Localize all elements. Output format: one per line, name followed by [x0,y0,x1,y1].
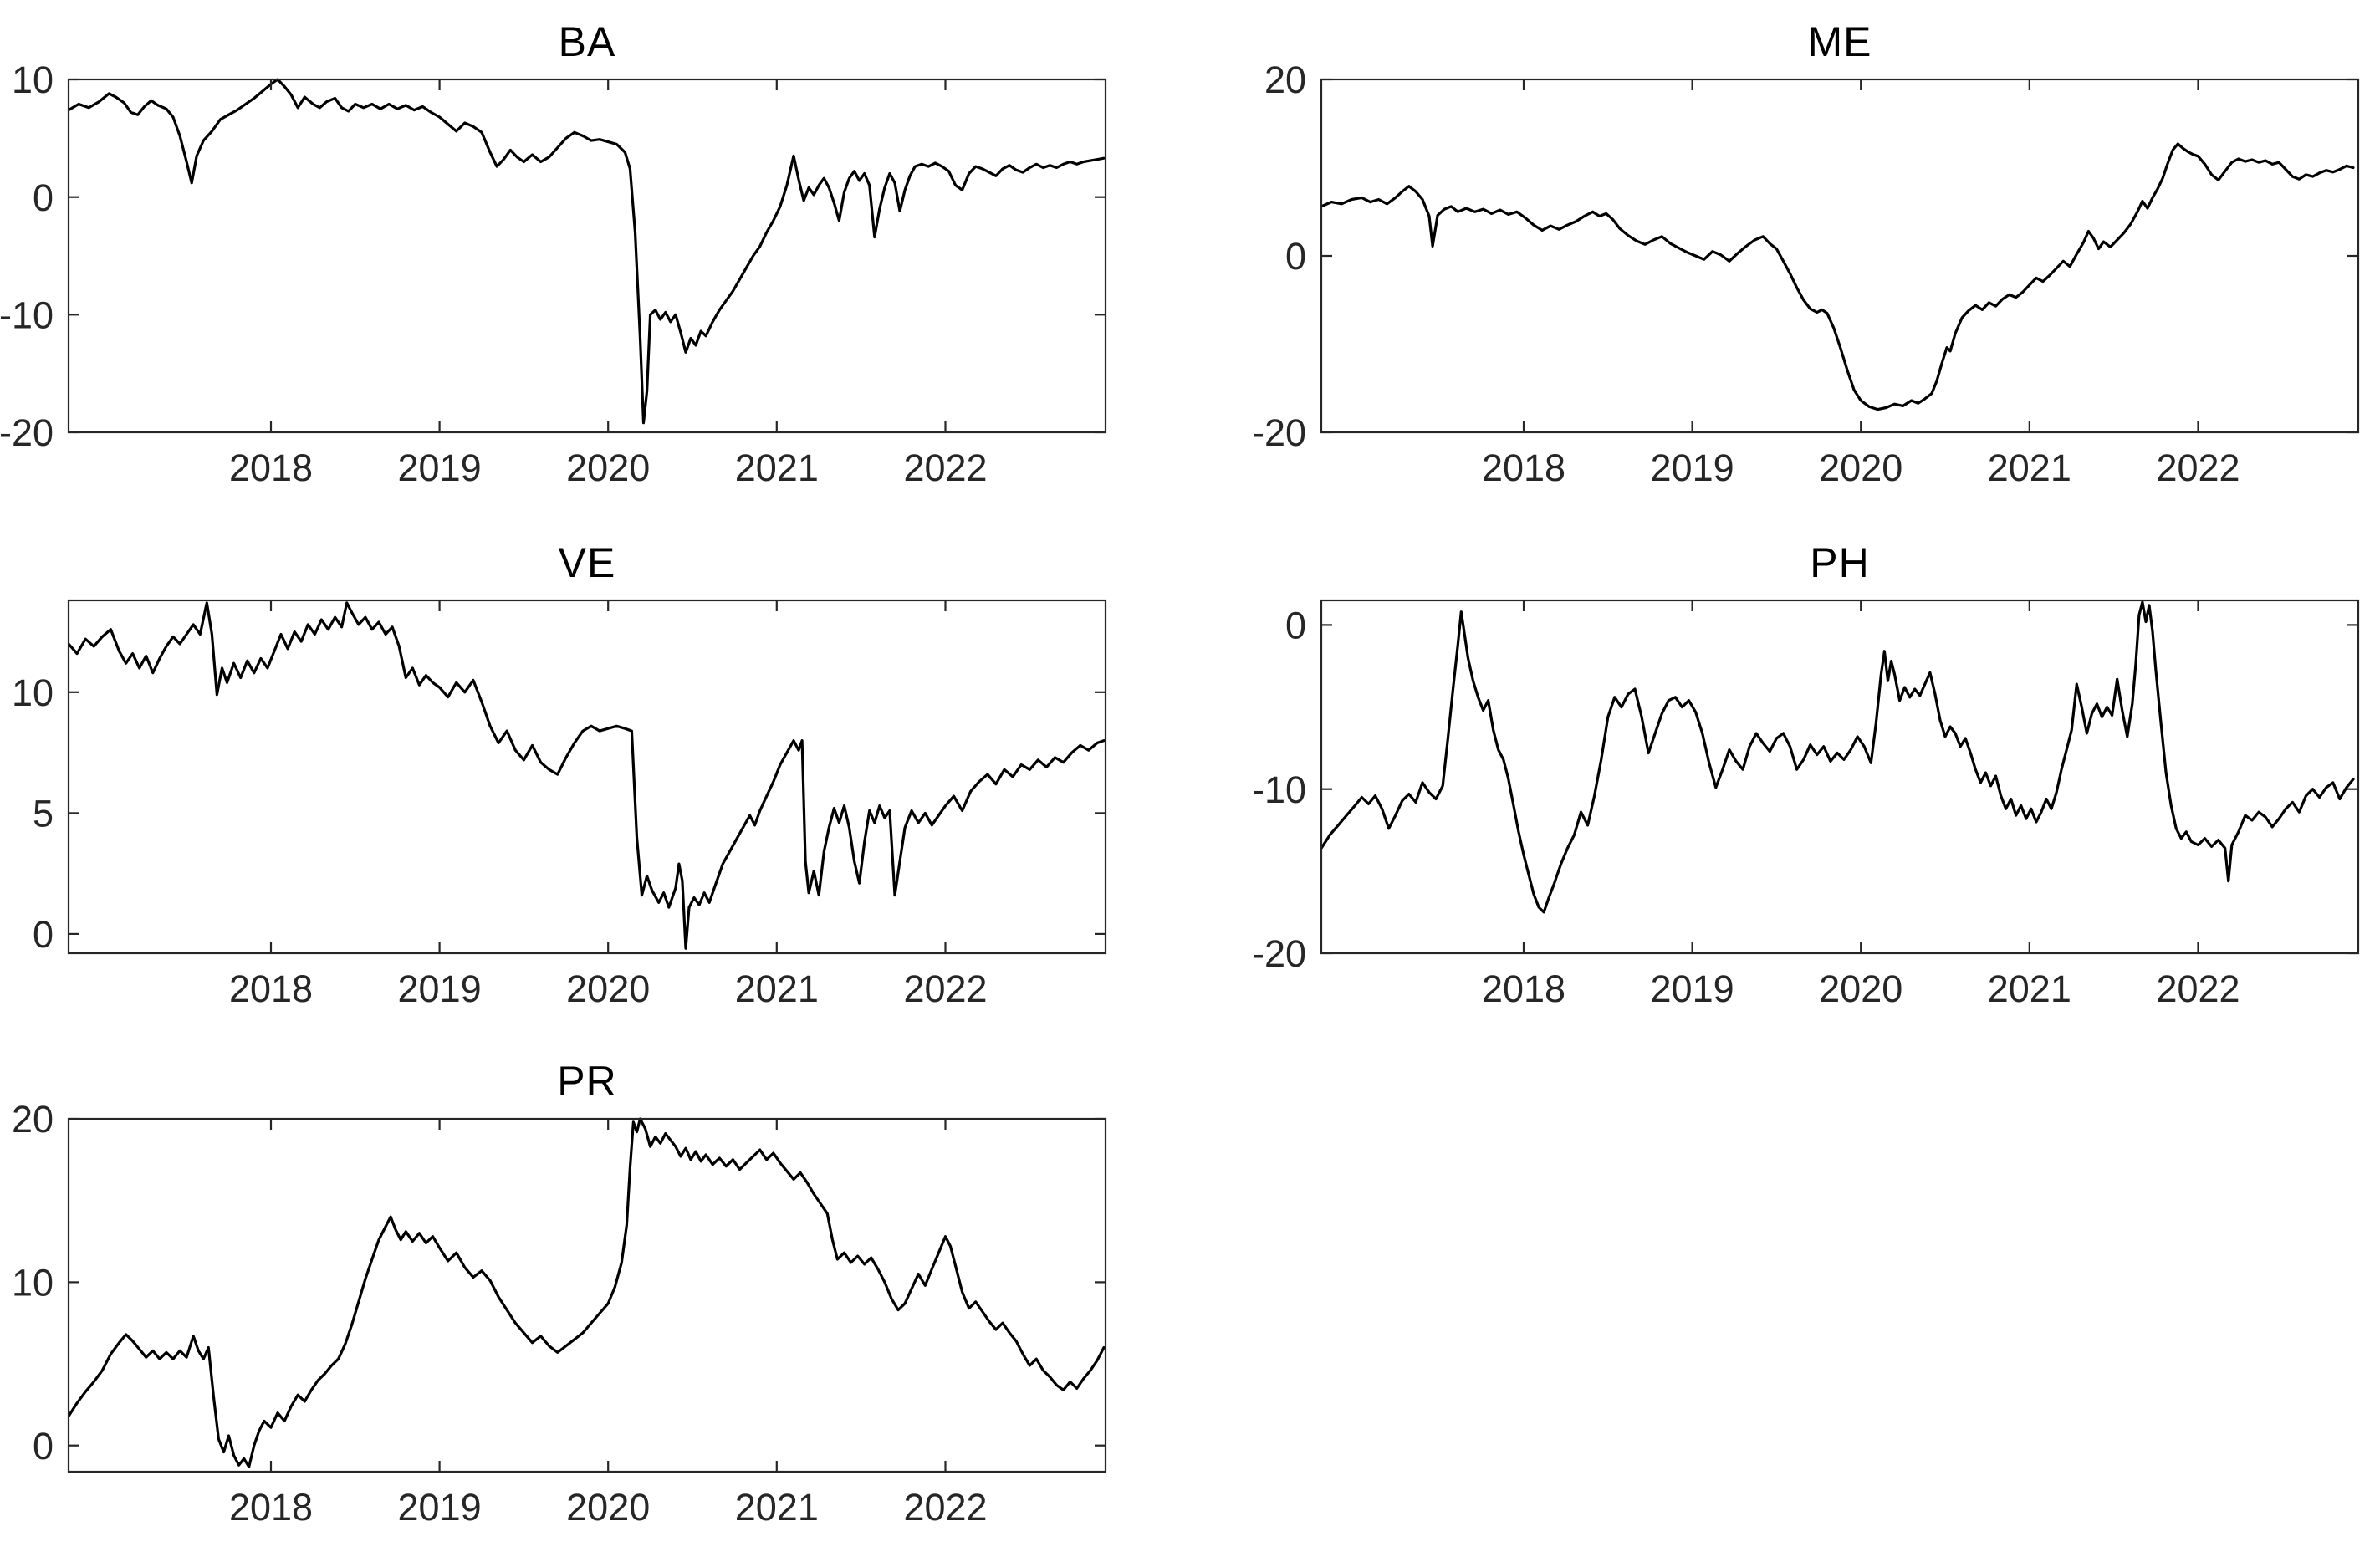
ba-y-tick-label: -10 [0,294,54,337]
ph-x-tick-label: 2019 [1651,967,1734,1010]
ve-x-tick-label: 2018 [229,967,313,1010]
ve-series-line [68,601,1106,950]
ba-y-tick-label: 0 [33,176,54,219]
ba-axes-box [67,78,1107,434]
me-plot-svg: 2018 2019 2020 2021 2022 20 0 -20 [1252,59,2360,489]
ba-x-tick-label: 2021 [735,447,819,489]
ve-x-tick-label: 2020 [566,967,650,1010]
pr-y-tick-label: 20 [12,1098,54,1141]
ph-x-tick-label: 2022 [2156,967,2240,1010]
ph-y-tick-label: 0 [1285,605,1306,647]
subplot-ve: VE 2018 2019 2020 2021 2022 10 5 0 [12,539,1107,1010]
ph-series-line [1320,600,2355,914]
pr-x-tick-label: 2020 [566,1486,650,1529]
pr-y-tick-label: 0 [33,1425,54,1468]
subplot-pr: PR 2018 2019 2020 2021 2022 20 10 0 [12,1058,1107,1529]
subplot-ve-title: VE [558,539,616,586]
ve-y-tick-label: 0 [33,913,54,956]
ph-axes-box [1320,599,2360,955]
ba-x-tick-label: 2020 [566,447,650,489]
me-x-tick-label: 2019 [1651,447,1734,489]
subplot-ph: PH 2018 2019 2020 2021 2022 0 -10 -20 [1252,539,2360,1010]
pr-y-tick-label: 10 [12,1262,54,1304]
subplot-ph-title: PH [1810,539,1870,586]
ba-x-tick-label: 2022 [903,447,987,489]
ph-y-tick-label: -20 [1252,932,1306,975]
pr-x-tick-label: 2018 [229,1486,313,1529]
ph-plot-svg: 2018 2019 2020 2021 2022 0 -10 -20 [1252,599,2360,1010]
ve-x-tick-label: 2019 [398,967,482,1010]
me-series-line [1320,142,2355,411]
pr-x-tick-label: 2021 [735,1486,819,1529]
subplot-pr-title: PR [557,1058,617,1105]
me-x-tick-label: 2020 [1819,447,1902,489]
pr-series-line [68,1117,1106,1468]
ph-x-tick-label: 2021 [1988,967,2071,1010]
me-axes-box [1320,78,2360,434]
ph-x-tick-label: 2018 [1482,967,1565,1010]
pr-plot-svg: 2018 2019 2020 2021 2022 20 10 0 [12,1098,1107,1529]
pr-axes-box [67,1117,1107,1473]
subplot-me-title: ME [1807,18,1872,65]
ba-series-line [68,78,1106,425]
ph-x-tick-label: 2020 [1819,967,1902,1010]
ba-y-tick-label: -20 [0,411,54,454]
ve-y-tick-label: 10 [12,671,54,714]
ba-plot-svg: 2018 2019 2020 2021 2022 10 0 -10 -20 [0,59,1107,489]
pr-x-tick-label: 2022 [903,1486,987,1529]
me-x-tick-label: 2022 [2156,447,2240,489]
me-x-tick-label: 2018 [1482,447,1565,489]
me-y-tick-label: 0 [1285,235,1306,278]
subplot-ba-title: BA [558,18,616,65]
ve-y-tick-label: 5 [33,793,54,835]
ba-x-tick-label: 2019 [398,447,482,489]
me-x-tick-label: 2021 [1988,447,2071,489]
me-y-tick-label: -20 [1252,411,1306,454]
subplot-ba: BA 2018 2019 2020 2021 2022 10 0 -10 -20 [0,18,1107,489]
me-y-tick-label: 20 [1264,59,1306,101]
pr-x-tick-label: 2019 [398,1486,482,1529]
subplot-me: ME 2018 2019 2020 2021 2022 20 0 -20 [1252,18,2360,489]
ve-x-tick-label: 2021 [735,967,819,1010]
ph-y-tick-label: -10 [1252,768,1306,811]
ve-plot-svg: 2018 2019 2020 2021 2022 10 5 0 [12,599,1107,1010]
ve-x-tick-label: 2022 [903,967,987,1010]
ve-axes-box [67,599,1107,955]
ba-y-tick-label: 10 [12,59,54,101]
ba-x-tick-label: 2018 [229,447,313,489]
